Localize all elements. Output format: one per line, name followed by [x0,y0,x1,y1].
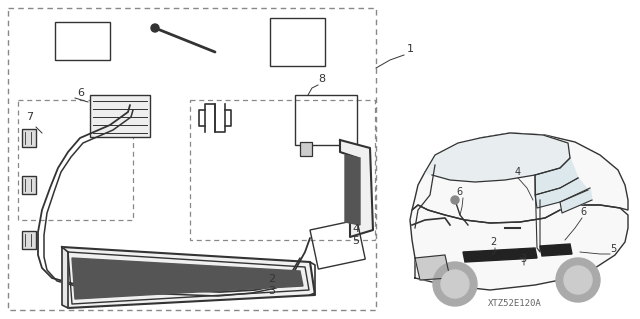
Text: 2: 2 [268,274,275,284]
Text: 3: 3 [268,286,275,296]
Polygon shape [425,133,570,182]
Bar [22,176,36,194]
Circle shape [433,262,477,306]
Bar [8,8,376,310]
Bar [18,100,133,220]
Circle shape [564,266,592,294]
Polygon shape [410,205,628,290]
Text: 4: 4 [352,224,359,234]
Text: 5: 5 [352,236,359,246]
Text: 7: 7 [26,112,33,122]
Text: 4: 4 [515,167,521,177]
Text: 3: 3 [520,254,526,264]
Polygon shape [412,133,628,223]
Polygon shape [535,178,588,208]
Polygon shape [560,188,592,213]
Text: 5: 5 [610,244,616,254]
Polygon shape [72,258,303,299]
Bar [190,100,375,240]
Text: 2: 2 [490,237,496,247]
Bar [22,129,36,147]
Bar [55,22,110,60]
Text: 6: 6 [456,187,462,197]
Polygon shape [62,247,315,308]
Circle shape [556,258,600,302]
Bar [270,18,325,66]
Polygon shape [62,247,68,308]
Bar [300,142,312,156]
Text: 6: 6 [77,88,84,98]
Bar [22,231,36,249]
Polygon shape [535,158,578,195]
Circle shape [151,24,159,32]
Text: 8: 8 [318,74,325,84]
Polygon shape [340,140,373,237]
Text: 1: 1 [407,44,414,54]
Text: XTZ52E120A: XTZ52E120A [488,299,542,308]
Circle shape [441,270,469,298]
Polygon shape [463,248,537,262]
Polygon shape [540,244,572,256]
Text: 6: 6 [580,207,586,217]
Polygon shape [345,155,360,225]
Circle shape [451,196,459,204]
Bar [90,95,150,137]
Bar [310,220,365,269]
Polygon shape [415,255,450,280]
Bar [295,95,357,145]
